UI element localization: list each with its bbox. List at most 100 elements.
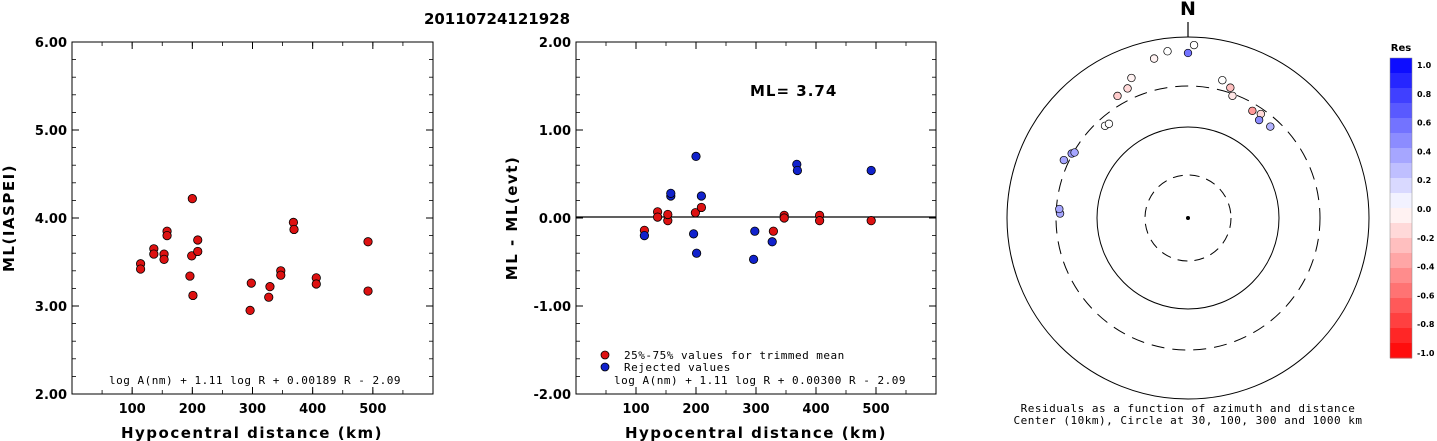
data-point (193, 235, 203, 245)
x-tick-label: 400 (299, 402, 326, 417)
circle-100km (1096, 126, 1280, 310)
x-tick-label: 400 (802, 402, 829, 417)
north-label: N (1180, 0, 1196, 20)
ml-x-axis-label: Hypocentral distance (km) (121, 424, 383, 441)
center-dot (1186, 216, 1190, 220)
station-point (1266, 122, 1275, 131)
data-point (162, 231, 172, 241)
data-point (245, 305, 255, 315)
data-point (792, 165, 803, 176)
x-tick-label: 100 (622, 402, 649, 417)
data-point (264, 292, 274, 302)
data-point (159, 254, 169, 264)
station-point (1226, 83, 1235, 92)
data-point (688, 229, 699, 239)
azimuth-caption-2: Center (10km), Circle at 30, 100, 300 an… (1013, 414, 1362, 427)
colorbar-tick-label: -0.8 (1417, 320, 1435, 329)
x-tick-label: 200 (682, 402, 709, 417)
x-tick-label: 100 (119, 402, 146, 417)
data-point (866, 165, 876, 176)
colorbar-tick-label: -0.2 (1417, 234, 1435, 243)
data-point (767, 237, 777, 247)
colorbar-cell (1390, 133, 1412, 149)
azimuth-panel: N Residuals as a function of azimuth and… (1006, 0, 1370, 427)
colorbar-cell (1390, 298, 1412, 314)
colorbar-cell (1390, 118, 1412, 134)
colorbar-tick-label: -1.0 (1417, 349, 1435, 358)
station-point (1254, 115, 1264, 125)
data-point (289, 224, 299, 235)
station-point (1070, 148, 1079, 157)
data-point (779, 213, 789, 223)
x-tick-label: 300 (742, 402, 769, 417)
colorbar-tick-label: -0.4 (1417, 263, 1435, 272)
y-tick-label: -2.00 (534, 388, 571, 403)
station-point (1163, 47, 1172, 56)
station-point (1183, 48, 1193, 58)
legend-rejected-marker (600, 362, 610, 372)
data-point (363, 237, 373, 247)
data-point (639, 231, 650, 241)
y-tick-label: -1.00 (534, 300, 571, 315)
colorbar-cell (1390, 73, 1412, 89)
colorbar-frame (1389, 57, 1413, 359)
residual-formula: log A(nm) + 1.11 log R + 0.00300 R - 2.0… (614, 374, 906, 387)
station-point (1228, 91, 1237, 100)
data-point (276, 270, 286, 280)
residual-points (639, 151, 876, 264)
ml-formula: log A(nm) + 1.11 log R + 0.00189 R - 2.0… (109, 374, 401, 387)
station-point (1113, 91, 1122, 101)
station-point (1149, 54, 1159, 63)
colorbar-cell (1390, 268, 1412, 284)
residual-y-axis-label: ML - ML(evt) (503, 156, 521, 280)
data-point (193, 246, 203, 257)
y-tick-label: 2.00 (35, 388, 67, 403)
circle-300km (1055, 85, 1321, 351)
colorbar-cell (1390, 178, 1412, 194)
colorbar-cell (1390, 88, 1412, 104)
data-point (690, 208, 701, 218)
data-point (663, 209, 673, 220)
colorbar-cell (1390, 163, 1412, 179)
colorbar-tick-label: 0.8 (1417, 90, 1432, 99)
data-point (666, 188, 676, 198)
x-tick-label: 500 (359, 402, 386, 417)
colorbar-tick-label: 0.6 (1417, 119, 1432, 128)
data-point (750, 226, 760, 236)
data-point (363, 286, 373, 296)
station-residual-points (1055, 40, 1275, 218)
colorbar-ticks: 1.0 0.8 0.6 0.4 0.2 0.0 -0.2 -0.4 -0.6 -0.8 -1.0 (1417, 61, 1435, 358)
residual-x-axis-label: Hypocentral distance (km) (625, 424, 887, 441)
colorbar-cell (1390, 58, 1412, 74)
data-point (187, 194, 197, 204)
x-tick-label: 200 (179, 402, 206, 417)
colorbar-title: Res (1391, 43, 1411, 54)
ml-points (135, 194, 373, 315)
station-point (1127, 73, 1136, 83)
x-tick-label: 500 (862, 402, 889, 417)
data-point (691, 248, 702, 258)
station-point (1055, 204, 1064, 214)
colorbar-tick-label: 0.0 (1417, 205, 1432, 214)
azimuth-caption-1: Residuals as a function of azimuth and d… (1021, 402, 1356, 415)
circle-30km (1144, 174, 1232, 262)
legend-trimmed-label: 25%-75% values for trimmed mean (624, 349, 845, 362)
y-tick-label: 0.00 (539, 212, 571, 227)
colorbar-tick-label: -0.6 (1417, 291, 1435, 300)
legend-rejected-label: Rejected values (624, 361, 731, 374)
data-point (691, 151, 701, 161)
ml-y-axis-label: ML(IASPEI) (0, 164, 18, 272)
colorbar-cell (1390, 208, 1412, 224)
circle-1000km (1006, 36, 1370, 400)
residual-ticks: -2.00 -1.00 0.00 1.00 2.00 100 200 300 400 500 (534, 36, 936, 417)
y-tick-label: 4.00 (35, 212, 67, 227)
residual-panel: -2.00 -1.00 0.00 1.00 2.00 100 200 300 400 500 ML… (503, 36, 937, 441)
residual-colorbar: Res 1.0 0.8 0.6 0.4 0.2 0.0 -0.2 -0.4 -0.6 -0.8 -1… (1389, 43, 1435, 359)
station-point (1059, 155, 1068, 165)
station-point (1189, 40, 1199, 50)
y-tick-label: 1.00 (539, 124, 571, 139)
colorbar-cells (1389, 57, 1413, 359)
colorbar-tick-label: 0.2 (1417, 176, 1431, 185)
data-point (696, 202, 707, 213)
